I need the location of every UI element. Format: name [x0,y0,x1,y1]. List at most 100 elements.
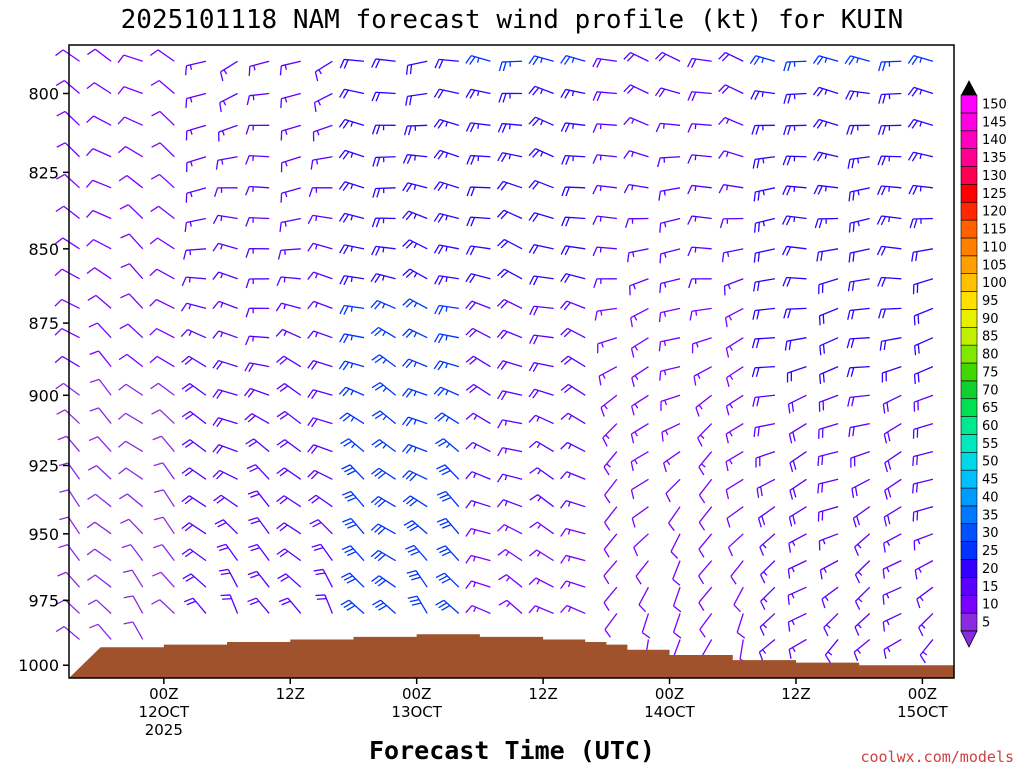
wind-barb [848,217,870,233]
wind-barb [153,462,175,480]
wind-barb [342,517,365,535]
wind-barb [185,124,207,141]
x-tick-label: 13OCT [391,703,442,721]
wind-barb [54,268,80,280]
colorbar-swatch [960,594,978,614]
credit-link[interactable]: coolwx.com/models [860,748,1014,766]
x-tick-label: 12OCT [139,703,190,721]
wind-barb [659,217,681,233]
wind-barb [788,506,807,527]
wind-barb [691,337,712,354]
colorbar-label: 60 [982,419,999,434]
wind-barb [181,383,207,396]
wind-barb [919,639,934,664]
wind-barb [120,233,144,250]
wind-barb [89,407,112,424]
wind-barb [687,57,712,68]
wind-barb [497,390,523,401]
wind-barb [882,586,902,605]
wind-barb [818,394,839,412]
wind-barb [244,362,270,373]
wind-barb [846,365,870,378]
wind-barb [212,271,238,280]
wind-barb [149,327,175,339]
wind-barb [185,92,207,109]
wind-barb [276,383,302,396]
wind-barb [186,156,207,173]
wind-barb [751,365,775,378]
wind-barb [433,244,459,255]
wind-barb [89,350,112,368]
wind-barb [788,423,807,444]
wind-barb [818,533,839,551]
wind-barb [315,594,333,614]
wind-barb [402,298,428,309]
wind-barb [341,490,365,508]
wind-barb [433,88,459,99]
colorbar-swatch [960,416,978,435]
wind-barb [725,394,744,416]
wind-barb [339,304,365,315]
wind-barb [497,447,523,457]
wind-barb [117,412,144,425]
wind-barb [181,355,207,368]
colorbar-label: 130 [982,169,1007,184]
wind-barb [813,151,839,162]
wind-barb [913,337,934,356]
wind-barb [560,471,586,480]
colorbar-label: 105 [982,258,1007,273]
wind-barb [87,493,112,508]
wind-barb [280,92,301,109]
wind-barb [913,533,934,551]
wind-barb [117,145,144,158]
wind-barb [56,142,80,158]
y-tick-label: 800 [28,84,59,103]
wind-barb [789,478,807,500]
wind-barb [528,414,554,425]
wind-barb [212,242,238,252]
wind-barb [819,560,839,580]
wind-barb [753,248,776,263]
wind-barb [760,586,776,611]
wind-barb [497,238,523,250]
y-tick-label: 875 [28,314,59,333]
wind-barb [594,307,617,321]
wind-barb [433,212,459,223]
wind-barb [181,439,207,453]
wind-barb [638,586,650,613]
wind-barb [781,215,807,226]
wind-barb [912,506,934,522]
wind-barb [816,248,839,262]
x-tick-label: 15OCT [897,703,948,721]
wind-barb [436,517,460,535]
wind-barb [789,451,807,473]
wind-barb [913,394,934,412]
colorbar-label: 50 [982,455,999,470]
wind-barb [604,478,618,504]
wind-barb [698,586,713,611]
wind-barb [907,86,934,97]
wind-barb [627,248,649,263]
y-axis-ticks: 800 825 850 875 900 925 950 975 1000 [18,84,69,675]
wind-barb [338,212,365,223]
colorbar-label: 65 [982,401,999,416]
colorbar-swatch [960,255,978,274]
wind-barb [213,494,238,508]
wind-barb [407,595,428,614]
wind-barb [528,116,554,127]
wind-barb [665,478,681,503]
wind-barb [402,268,428,280]
wind-barb [623,51,649,62]
wind-barb [629,278,649,296]
wind-barb [852,506,871,528]
wind-barb [307,444,333,454]
wind-barb [630,478,649,500]
wind-barb [402,328,428,339]
wind-barb [528,85,554,96]
wind-barb [59,489,81,508]
wind-barb [219,92,238,113]
wind-barb [118,175,144,189]
wind-barb [275,328,302,339]
wind-barb [248,516,270,535]
wind-barb [180,328,207,339]
